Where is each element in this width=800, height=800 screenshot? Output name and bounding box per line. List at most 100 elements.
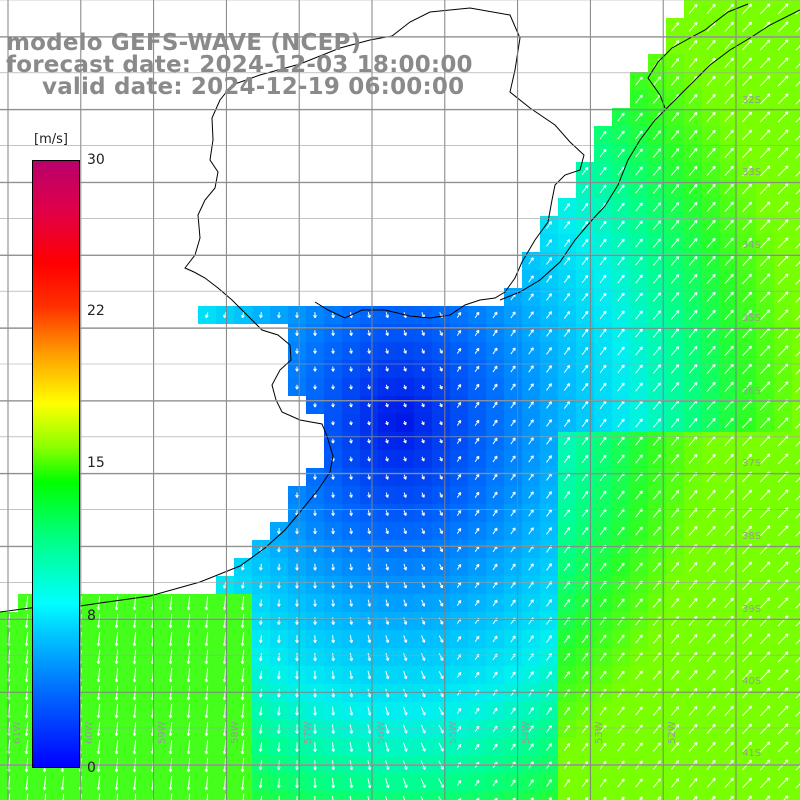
wind-vector <box>617 490 625 500</box>
wind-vector <box>795 765 800 771</box>
wind-vector <box>759 39 771 51</box>
wind-vector <box>98 793 101 800</box>
wind-vector <box>688 219 698 230</box>
wind-vector <box>795 783 800 789</box>
wind-vector <box>724 3 734 15</box>
wind-vector <box>724 741 734 753</box>
wind-vector <box>777 705 789 717</box>
wind-vector <box>24 703 29 719</box>
wind-vector <box>206 793 209 800</box>
wind-vector <box>688 381 698 392</box>
wind-vector <box>670 688 680 698</box>
wind-vector <box>635 778 643 788</box>
wind-vector <box>688 165 698 176</box>
wind-vector <box>777 183 789 195</box>
wind-vector <box>403 438 407 444</box>
wind-vector <box>742 309 753 321</box>
wind-vector <box>795 621 800 627</box>
wind-vector <box>688 741 698 752</box>
wind-vector <box>385 742 390 752</box>
field-cell <box>792 414 800 432</box>
wind-vector <box>635 634 643 644</box>
wind-vector <box>688 201 698 212</box>
wind-vector <box>528 347 534 355</box>
wind-vector <box>759 291 771 303</box>
wind-vector <box>240 581 245 589</box>
wind-vector <box>777 561 789 573</box>
wind-vector <box>222 685 227 701</box>
field-cell <box>792 378 800 396</box>
wind-vector <box>546 635 552 643</box>
wind-vector <box>670 490 680 500</box>
wind-vector <box>765 795 771 800</box>
wind-vector <box>295 366 299 372</box>
wind-vector <box>795 657 800 663</box>
wind-vector <box>670 418 680 428</box>
wind-vector <box>331 402 335 408</box>
wind-vector <box>24 685 29 701</box>
wind-vector <box>258 635 263 644</box>
wind-vector <box>204 721 209 737</box>
wind-vector <box>795 117 800 123</box>
wind-vector <box>724 237 734 249</box>
wind-vector <box>313 474 317 480</box>
wind-vector <box>759 129 771 141</box>
wind-vector <box>724 273 734 285</box>
wind-vector <box>617 706 625 716</box>
wind-vector <box>438 778 444 788</box>
field-cell <box>792 720 800 738</box>
wind-vector <box>295 742 299 752</box>
wind-vector <box>96 667 101 683</box>
wind-vector <box>528 509 534 517</box>
wind-vector <box>367 777 372 789</box>
wind-vector <box>277 653 281 662</box>
wind-vector <box>599 220 607 230</box>
wind-vector <box>617 148 625 158</box>
wind-vector <box>403 420 407 426</box>
wind-vector <box>240 721 245 737</box>
wind-vector <box>403 653 408 662</box>
field-cell <box>792 522 800 540</box>
wind-vector <box>349 581 354 589</box>
wind-vector <box>795 333 800 339</box>
wind-vector <box>313 510 317 517</box>
wind-vector <box>795 513 800 519</box>
wind-vector <box>510 707 516 715</box>
field-cell <box>792 558 800 576</box>
wind-vector <box>706 273 716 285</box>
wind-vector <box>617 328 625 338</box>
colorbar-tick-15: 15 <box>87 455 105 471</box>
wind-vector <box>528 563 534 571</box>
wind-vector <box>670 148 680 158</box>
wind-vector <box>599 310 607 320</box>
wind-vector <box>295 724 299 734</box>
wind-vector <box>349 492 353 498</box>
wind-vector <box>653 688 662 698</box>
wind-vector <box>742 669 753 681</box>
lon-label: 54W <box>521 721 532 744</box>
wind-vector <box>528 383 534 391</box>
wind-vector <box>581 220 589 230</box>
wind-vector <box>546 275 552 283</box>
wind-vector <box>724 651 734 663</box>
field-cell <box>414 792 432 800</box>
wind-vector <box>706 741 716 753</box>
wind-vector <box>581 562 589 572</box>
wind-vector <box>777 39 789 51</box>
wind-vector <box>617 724 625 734</box>
wind-vector <box>563 220 571 229</box>
wind-vector <box>170 793 173 800</box>
wind-vector <box>795 423 800 429</box>
wind-vector <box>706 525 716 537</box>
wind-vector <box>528 275 534 283</box>
wind-vector <box>186 649 191 665</box>
wind-vector <box>96 721 101 737</box>
coastline <box>0 7 585 613</box>
wind-vector <box>777 129 789 141</box>
wind-vector <box>331 688 336 698</box>
wind-vector <box>331 420 335 426</box>
wind-vector <box>528 743 534 751</box>
wind-vector <box>313 348 317 354</box>
wind-vector <box>242 793 245 800</box>
field-cell <box>792 396 800 414</box>
